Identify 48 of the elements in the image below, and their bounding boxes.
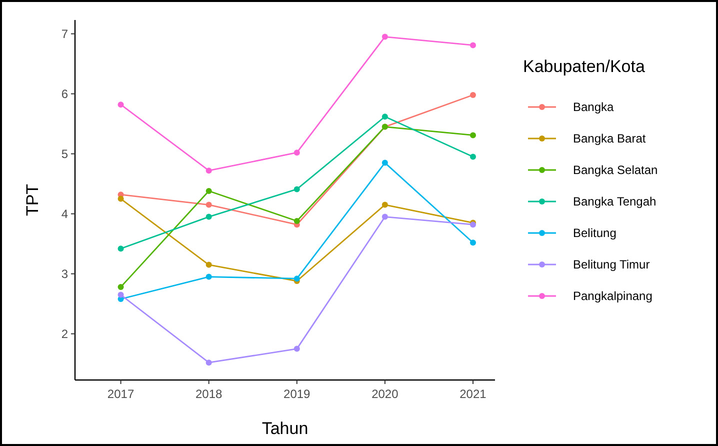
legend-label: Bangka Tengah (573, 194, 656, 208)
legend-label: Pangkalpinang (573, 289, 652, 303)
legend-title: Kabupaten/Kota (523, 57, 646, 76)
point (294, 276, 300, 282)
point (470, 42, 476, 48)
point (294, 218, 300, 224)
point (382, 114, 388, 120)
point (206, 274, 212, 280)
legend-label: Belitung Timur (573, 258, 650, 272)
y-tick-label: 3 (61, 266, 68, 281)
point (470, 132, 476, 138)
point (382, 160, 388, 166)
y-tick-label: 7 (61, 26, 68, 41)
point (470, 240, 476, 246)
point (118, 102, 124, 108)
legend-label: Belitung (573, 226, 616, 240)
y-tick-label: 5 (61, 146, 68, 161)
point (206, 168, 212, 174)
point (470, 154, 476, 160)
point (294, 150, 300, 156)
point (206, 262, 212, 268)
point (294, 346, 300, 352)
y-tick-label: 2 (61, 326, 68, 341)
x-tick-label: 2019 (284, 387, 311, 401)
point (118, 196, 124, 202)
x-axis-title: Tahun (262, 419, 308, 438)
point (118, 284, 124, 290)
point (206, 214, 212, 220)
x-tick-label: 2021 (460, 387, 487, 401)
point (206, 360, 212, 366)
point (118, 292, 124, 298)
point (470, 92, 476, 98)
x-tick-label: 2018 (195, 387, 223, 401)
legend-label: Bangka Barat (573, 132, 646, 146)
legend-label: Bangka (573, 100, 614, 114)
x-tick-label: 2020 (372, 387, 399, 401)
point (382, 214, 388, 220)
y-axis-title: TPT (23, 184, 42, 216)
point (294, 186, 300, 192)
point (206, 188, 212, 194)
point (382, 34, 388, 40)
y-tick-label: 4 (61, 206, 68, 221)
point (382, 202, 388, 208)
x-tick-label: 2017 (107, 387, 134, 401)
legend-label: Bangka Selatan (573, 163, 658, 177)
point (118, 246, 124, 252)
point (206, 202, 212, 208)
y-tick-label: 6 (61, 86, 68, 101)
